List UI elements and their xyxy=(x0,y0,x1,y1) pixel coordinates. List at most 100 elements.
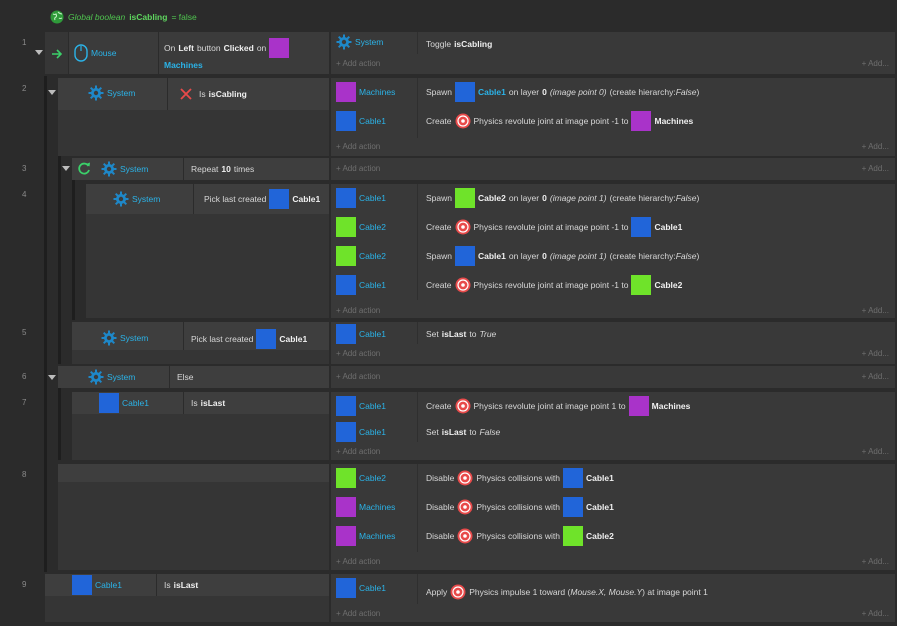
event-8-actions[interactable] xyxy=(331,464,895,570)
cond-text: button xyxy=(196,43,221,53)
add-action-link[interactable]: + Add action xyxy=(336,557,381,566)
action-row[interactable]: Cable1 Create Physics revolute joint at … xyxy=(336,275,889,295)
action-text-part: (create hierarchy: xyxy=(609,193,676,203)
gear-icon xyxy=(101,330,117,346)
action-row[interactable]: Cable2 Create Physics revolute joint at … xyxy=(336,217,889,237)
add-action-link[interactable]: + Add action xyxy=(336,142,381,151)
cond-text: times xyxy=(233,164,255,174)
machines-icon xyxy=(269,38,290,58)
action-text: Disable Physics collisions with Cable1 xyxy=(426,468,614,488)
machines-icon xyxy=(631,111,652,131)
cond-text: on xyxy=(256,43,267,53)
collapse-arrow-icon[interactable] xyxy=(48,375,56,380)
collapse-arrow-icon[interactable] xyxy=(62,166,70,171)
cond-text: Pick last created xyxy=(191,334,254,344)
action-row[interactable]: Cable2 Disable Physics collisions with C… xyxy=(336,468,889,488)
add-action-link[interactable]: + Add action xyxy=(336,447,381,456)
event-2-actions[interactable] xyxy=(331,78,895,156)
action-row[interactable]: Machines Disable Physics collisions with… xyxy=(336,526,889,546)
cable1-object: Cable1 xyxy=(336,422,386,442)
event-8-conditions[interactable] xyxy=(58,464,329,570)
action-row[interactable]: Cable1 Set isLast to True xyxy=(336,324,889,344)
global-variable-row[interactable]: Global boolean isCabling = false xyxy=(50,10,197,24)
event-7-actions[interactable] xyxy=(331,392,895,460)
action-text: Create Physics revolute joint at image p… xyxy=(426,396,690,416)
system-object[interactable]: System xyxy=(88,85,135,101)
add-link[interactable]: + Add... xyxy=(861,142,889,151)
event-5-actions[interactable] xyxy=(331,322,895,364)
system-object[interactable]: System xyxy=(113,191,160,207)
action-row[interactable]: Cable1 Create Physics revolute joint at … xyxy=(336,111,889,131)
cable1-icon xyxy=(336,111,356,131)
add-link[interactable]: + Add... xyxy=(861,349,889,358)
action-row[interactable]: System Toggle isCabling xyxy=(336,34,889,54)
add-link[interactable]: + Add... xyxy=(861,306,889,315)
machines-icon xyxy=(336,82,356,102)
event-9-condition[interactable]: Is isLast xyxy=(164,580,198,590)
nesting-line xyxy=(58,154,61,364)
action-row[interactable]: Cable2 Spawn Cable1 on layer 0 (image po… xyxy=(336,246,889,266)
add-link[interactable]: + Add... xyxy=(861,609,889,618)
event-6-actions[interactable] xyxy=(331,366,895,388)
event-3-conditions[interactable] xyxy=(72,158,329,180)
system-object[interactable]: System xyxy=(101,330,148,346)
cable1-icon xyxy=(336,324,356,344)
cable1-icon xyxy=(336,422,356,442)
event-3-actions[interactable] xyxy=(331,158,895,180)
cable2-icon xyxy=(336,246,356,266)
action-row[interactable]: Machines Disable Physics collisions with… xyxy=(336,497,889,517)
cable2-object: Cable2 xyxy=(336,246,386,266)
action-row[interactable]: Cable1 Apply Physics impulse 1 toward (M… xyxy=(336,578,889,600)
add-action-link[interactable]: + Add action xyxy=(336,306,381,315)
collapse-arrow-icon[interactable] xyxy=(48,90,56,95)
system-object[interactable]: System xyxy=(88,369,135,385)
physics-icon xyxy=(457,470,474,486)
event-9-actions[interactable] xyxy=(331,574,895,622)
add-action-link[interactable]: + Add action xyxy=(336,164,381,173)
event-1-condition[interactable]: On Left button Clicked on xyxy=(164,38,290,58)
action-row[interactable]: Machines Spawn Cable1 on layer 0 (image … xyxy=(336,82,889,102)
action-row[interactable]: Cable1 Spawn Cable2 on layer 0 (image po… xyxy=(336,188,889,208)
cable1-label: Cable1 xyxy=(95,580,122,590)
event-2-conditions[interactable] xyxy=(58,78,329,156)
cable1-icon xyxy=(455,246,475,266)
action-text-part: Physics revolute joint at image point -1… xyxy=(473,280,629,290)
event-6-condition[interactable]: Else xyxy=(177,372,194,382)
event-7-conditions[interactable] xyxy=(72,392,329,460)
event-3-condition[interactable]: Repeat 10 times xyxy=(191,164,254,174)
add-link[interactable]: + Add... xyxy=(861,164,889,173)
cable1-icon xyxy=(631,217,652,237)
action-verb: Spawn xyxy=(426,251,452,261)
add-link[interactable]: + Add... xyxy=(861,557,889,566)
event-9-conditions[interactable] xyxy=(45,574,329,622)
event-5-condition[interactable]: Pick last created Cable1 xyxy=(191,328,307,350)
system-object[interactable]: System xyxy=(101,161,148,177)
action-row[interactable]: Cable1 Set isLast to False xyxy=(336,422,889,442)
event-4-actions[interactable] xyxy=(331,184,895,318)
event-6-conditions[interactable] xyxy=(58,366,329,388)
action-row[interactable]: Cable1 Create Physics revolute joint at … xyxy=(336,396,889,416)
cable1-object[interactable]: Cable1 xyxy=(99,393,149,413)
cable1-object: Cable1 xyxy=(336,324,386,344)
add-link[interactable]: + Add... xyxy=(861,59,889,68)
cable1-object: Cable1 xyxy=(336,275,386,295)
add-action-link[interactable]: + Add action xyxy=(336,59,381,68)
event-5-conditions[interactable] xyxy=(72,322,329,364)
add-action-link[interactable]: + Add action xyxy=(336,609,381,618)
cable1-label: Cable1 xyxy=(359,193,386,203)
event-7-condition[interactable]: Is isLast xyxy=(191,398,225,408)
action-text: Create Physics revolute joint at image p… xyxy=(426,217,682,237)
collapse-arrow-icon[interactable] xyxy=(35,50,43,55)
cable1-object[interactable]: Cable1 xyxy=(72,575,122,595)
add-action-link[interactable]: + Add action xyxy=(336,372,381,381)
mouse-object[interactable]: Mouse xyxy=(74,44,117,62)
event-1-actions[interactable] xyxy=(331,32,895,74)
add-action-link[interactable]: + Add action xyxy=(336,349,381,358)
action-verb: Disable xyxy=(426,473,455,483)
machines-icon xyxy=(628,396,649,416)
cable1-label: Cable1 xyxy=(359,116,386,126)
add-link[interactable]: + Add... xyxy=(861,447,889,456)
event-4-condition[interactable]: Pick last created Cable1 xyxy=(204,188,320,210)
add-link[interactable]: + Add... xyxy=(861,372,889,381)
event-2-condition[interactable]: Is isCabling xyxy=(180,88,247,100)
